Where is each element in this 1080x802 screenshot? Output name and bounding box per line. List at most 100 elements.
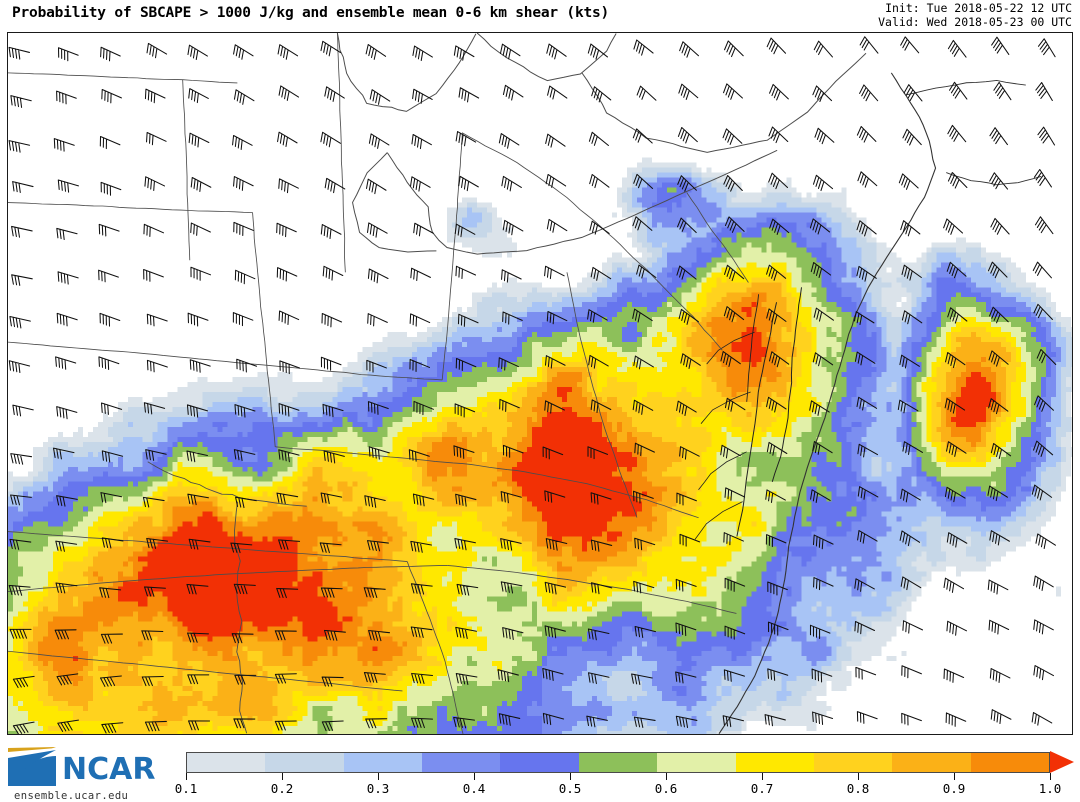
wind-barb bbox=[278, 310, 300, 325]
wind-barb bbox=[767, 621, 789, 636]
wind-barb bbox=[320, 131, 341, 148]
colorbar-tick-label-9: 1.0 bbox=[1038, 781, 1062, 796]
wind-barb bbox=[100, 675, 122, 687]
geography-boundary bbox=[566, 272, 638, 518]
wind-barb bbox=[1037, 126, 1056, 146]
wind-barb bbox=[634, 442, 655, 457]
ncar-logo-mark: NCAR bbox=[8, 746, 155, 787]
wind-barb bbox=[189, 359, 211, 373]
wind-barb bbox=[812, 534, 834, 550]
wind-barb bbox=[768, 351, 790, 368]
wind-barb bbox=[11, 274, 33, 286]
wind-barb bbox=[946, 441, 967, 457]
colorbar-bands bbox=[186, 752, 1050, 773]
wind-barb bbox=[276, 267, 298, 282]
geography-boundary bbox=[700, 391, 751, 424]
wind-barb bbox=[1034, 395, 1054, 412]
wind-barb bbox=[188, 132, 210, 148]
wind-barb bbox=[320, 492, 343, 505]
wind-barb bbox=[367, 268, 389, 284]
wind-barb bbox=[900, 220, 921, 237]
wind-barb bbox=[502, 84, 524, 101]
wind-barb bbox=[586, 715, 608, 728]
wind-barb bbox=[368, 446, 390, 460]
wind-barb bbox=[542, 712, 565, 726]
map-panel[interactable] bbox=[7, 32, 1073, 735]
wind-barb bbox=[56, 406, 78, 420]
valid-time-label: Valid: Wed 2018-05-23 00 UTC bbox=[878, 14, 1072, 29]
wind-barb bbox=[8, 46, 30, 60]
geography-boundary bbox=[8, 341, 443, 381]
wind-barb bbox=[679, 41, 700, 58]
wind-barb bbox=[1033, 440, 1054, 457]
wind-barb bbox=[947, 307, 968, 324]
wind-barb bbox=[901, 310, 923, 325]
colorbar-band-2 bbox=[343, 753, 423, 772]
colorbar-tick-2 bbox=[378, 773, 379, 780]
wind-barb bbox=[411, 717, 434, 729]
wind-barb bbox=[8, 360, 31, 374]
wind-barb bbox=[589, 220, 610, 235]
wind-barb bbox=[590, 582, 613, 595]
wind-barb bbox=[546, 218, 568, 233]
wind-barb bbox=[947, 39, 967, 58]
wind-barb bbox=[235, 496, 257, 509]
geography-boundary bbox=[461, 132, 723, 351]
wind-barb bbox=[544, 625, 566, 639]
wind-barb bbox=[987, 261, 1008, 279]
wind-barb bbox=[679, 533, 701, 547]
ncar-logo[interactable]: NCAR ensemble.ucar.edu bbox=[6, 744, 166, 802]
wind-barb bbox=[900, 488, 921, 503]
wind-barb bbox=[810, 489, 831, 503]
wind-barb bbox=[455, 265, 477, 280]
wind-barb bbox=[455, 673, 478, 685]
wind-barb bbox=[146, 131, 167, 146]
colorbar-band-9 bbox=[892, 753, 971, 772]
wind-barb bbox=[636, 264, 657, 279]
wind-barb bbox=[497, 669, 519, 683]
wind-barb bbox=[544, 355, 566, 369]
colorbar-tick-6 bbox=[762, 773, 763, 780]
wind-barb bbox=[187, 632, 209, 643]
colorbar-band-5 bbox=[578, 753, 658, 772]
geography-boundary bbox=[706, 331, 755, 365]
colorbar-tick-7 bbox=[858, 773, 859, 780]
wind-barb bbox=[412, 45, 433, 62]
wind-barb bbox=[636, 85, 657, 101]
wind-barb bbox=[769, 218, 790, 235]
wind-barb bbox=[277, 44, 299, 60]
colorbar-band-8 bbox=[813, 753, 893, 772]
wind-barb bbox=[279, 360, 301, 375]
geography-boundary bbox=[441, 132, 463, 381]
wind-barb bbox=[587, 309, 608, 323]
wind-barb bbox=[363, 587, 386, 599]
wind-barb bbox=[634, 537, 656, 551]
wind-barb bbox=[587, 672, 610, 685]
geography-boundary bbox=[8, 202, 253, 213]
wind-barb bbox=[1033, 168, 1052, 188]
wind-barb bbox=[766, 37, 787, 55]
wind-barb bbox=[187, 674, 210, 685]
wind-barb bbox=[453, 45, 475, 61]
wind-barb bbox=[943, 218, 964, 235]
wind-barb bbox=[453, 445, 475, 459]
wind-barb bbox=[455, 357, 477, 371]
wind-barb bbox=[766, 264, 787, 281]
wind-barb bbox=[100, 492, 123, 504]
wind-barb bbox=[144, 88, 166, 104]
wind-barb bbox=[233, 89, 255, 105]
wind-barb bbox=[12, 404, 34, 417]
wind-barb bbox=[720, 351, 741, 367]
wind-barb bbox=[141, 630, 164, 641]
wind-barb bbox=[233, 176, 254, 191]
colorbar[interactable]: 0.1 0.2 0.3 0.4 0.5 0.6 0.7 0.8 0.9 1.0 bbox=[175, 751, 1076, 798]
wind-barb bbox=[897, 399, 919, 414]
colorbar-tick-label-8: 0.9 bbox=[942, 781, 966, 796]
probability-fill-region bbox=[72, 302, 997, 662]
wind-barb bbox=[544, 490, 566, 503]
wind-barb bbox=[364, 495, 386, 508]
wind-barb bbox=[52, 447, 75, 460]
wind-barb bbox=[321, 312, 343, 328]
wind-barb bbox=[274, 630, 297, 641]
wind-barb bbox=[234, 404, 256, 418]
